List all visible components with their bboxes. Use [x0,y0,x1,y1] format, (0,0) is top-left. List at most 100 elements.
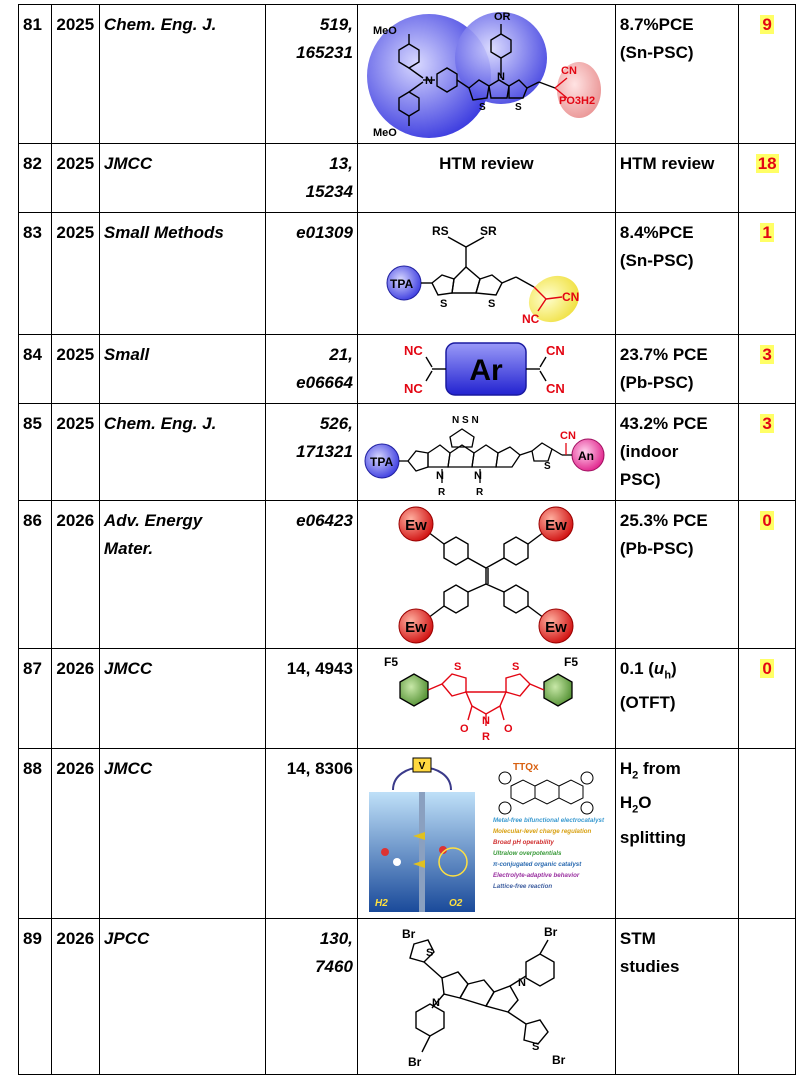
molecule-figure: Ar NC NC CN CN [356,334,616,404]
row-number: 87 [17,648,53,749]
feature-item: Metal-free bifunctional electrocatalyst [493,817,605,824]
electrolysis-drawing: V H2 O2 TTQx Metal-free bifunctional ele [369,757,605,912]
row-number: 85 [17,403,53,501]
result-line-1: 25.3% PCE [619,511,708,530]
row-volume: 21, e06664 [264,334,358,404]
br-label: Br [402,927,416,941]
feature-item: π-conjugated organic catalyst [493,861,582,868]
thiadiazole-label: N S N [452,415,479,426]
volume-line-1: 13, [329,154,353,173]
row-result: 8.4%PCE (Sn-PSC) [614,212,740,335]
result-line-3: splitting [619,827,686,847]
cn-label: CN [561,65,577,77]
table-row: 89 2026 JPCC 130, 7460 [17,918,796,1075]
row-year: 2025 [51,403,100,501]
meo-bottom-label: MeO [373,127,397,139]
row-year: 2026 [51,648,100,749]
table-row: 81 2025 Chem. Eng. J. 519, 165231 [17,4,796,144]
po3h2-label: PO3H2 [559,95,595,107]
molecule-figure: Br Br Br Br S S N N [356,918,616,1075]
molecule-86-drawing: Ew Ew Ew Ew [398,506,574,643]
molecule-83-drawing: TPA RS SR S S NC CN [386,224,580,326]
row-journal: Chem. Eng. J. [98,403,266,501]
tpa-label: TPA [390,277,413,291]
h2-label: H2 [375,898,388,909]
nc-label: NC [404,381,423,396]
result-line-1: 8.7%PCE [619,15,694,34]
nc-label: NC [404,343,423,358]
molecule-figure: TPA An CN N S N N N R R S [356,403,616,501]
citation-count: 3 [760,345,774,364]
oxygen-label: O [460,723,469,735]
row-result: 8.7%PCE (Sn-PSC) [614,4,740,144]
ew-label: Ew [546,517,568,534]
r-label: R [476,487,484,497]
citation-count: 1 [760,223,774,242]
result-line-1: 0.1 (uh) [619,659,677,682]
pyrrole-n-label: N [432,997,440,1009]
row-volume: 526, 171321 [264,403,358,501]
nc-label: NC [522,312,540,326]
volume-line-2: e06664 [296,373,353,392]
result-line-1: 43.2% PCE [619,414,708,433]
row-citations: 18 [738,143,796,213]
row-volume: 130, 7460 [264,918,358,1075]
molecule-figure: MeO MeO N OR N S S CN PO3H2 [356,4,616,144]
thiophene-s-label: S [440,298,447,310]
result-line-1: H2 from [619,759,681,782]
row-volume: 14, 4943 [264,648,358,749]
feature-item: Broad pH operability [493,839,554,846]
row-number: 88 [17,748,53,919]
molecule-84-drawing: Ar NC NC CN CN [404,342,565,396]
volume-line-1: 130, [319,929,353,948]
row-result: H2 from H2O splitting [614,748,740,919]
result-line-1: 8.4%PCE [619,223,694,242]
result-line-2: (Pb-PSC) [619,373,694,392]
sr-label: SR [480,224,497,238]
molecule-87-drawing: F5 F5 S S N R O O [384,655,578,743]
row-number: 81 [17,4,53,144]
row-number: 84 [17,334,53,404]
ew-label: Ew [546,619,568,636]
row-volume: 519, 165231 [264,4,358,144]
result-line-2: H2O [619,793,652,816]
citation-count: 0 [760,659,774,678]
volume-line-1: 526, [319,414,353,433]
row-journal: JMCC [98,648,266,749]
thiophene-s-label: S [426,947,433,959]
row-result: 43.2% PCE (indoor PSC) [614,403,740,501]
row-citations: 0 [738,500,796,649]
result-line-3: PSC) [619,470,661,489]
an-label: An [578,449,594,463]
rs-label: RS [432,224,449,238]
thiophene-s-label: S [479,102,486,113]
row-number: 89 [17,918,53,1075]
o2-label: O2 [449,898,463,909]
table-row: 82 2025 JMCC 13, 15234 HTM review HTM rev… [17,143,796,213]
row-year: 2025 [51,212,100,335]
molecule-85-drawing: TPA An CN N S N N N R R S [364,415,605,497]
thiophene-s-label: S [515,102,522,113]
row-journal: JMCC [98,748,266,919]
cn-label: CN [560,430,576,442]
row-citations: 3 [738,334,796,404]
result-line-1: 23.7% PCE [619,345,708,364]
amine-n-label: N [425,75,433,87]
row-volume: e01309 [264,212,358,335]
thiophene-s-label: S [532,1041,539,1053]
voltage-label: V [419,761,426,772]
row-citations: 1 [738,212,796,335]
row-number: 86 [17,500,53,649]
row-journal: JMCC [98,143,266,213]
volume-line-2: 171321 [296,442,353,461]
volume-line-2: 7460 [315,957,353,976]
table-row: 83 2025 Small Methods e01309 [17,212,796,335]
volume-line-1: 519, [319,15,353,34]
row-result: 25.3% PCE (Pb-PSC) [614,500,740,649]
thiophene-s-label: S [488,298,495,310]
ew-label: Ew [406,619,428,636]
row-result: 23.7% PCE (Pb-PSC) [614,334,740,404]
row-journal: Adv. Energy Mater. [98,500,266,649]
row-year: 2026 [51,748,100,919]
molecule-figure: Ew Ew Ew Ew [356,500,616,649]
